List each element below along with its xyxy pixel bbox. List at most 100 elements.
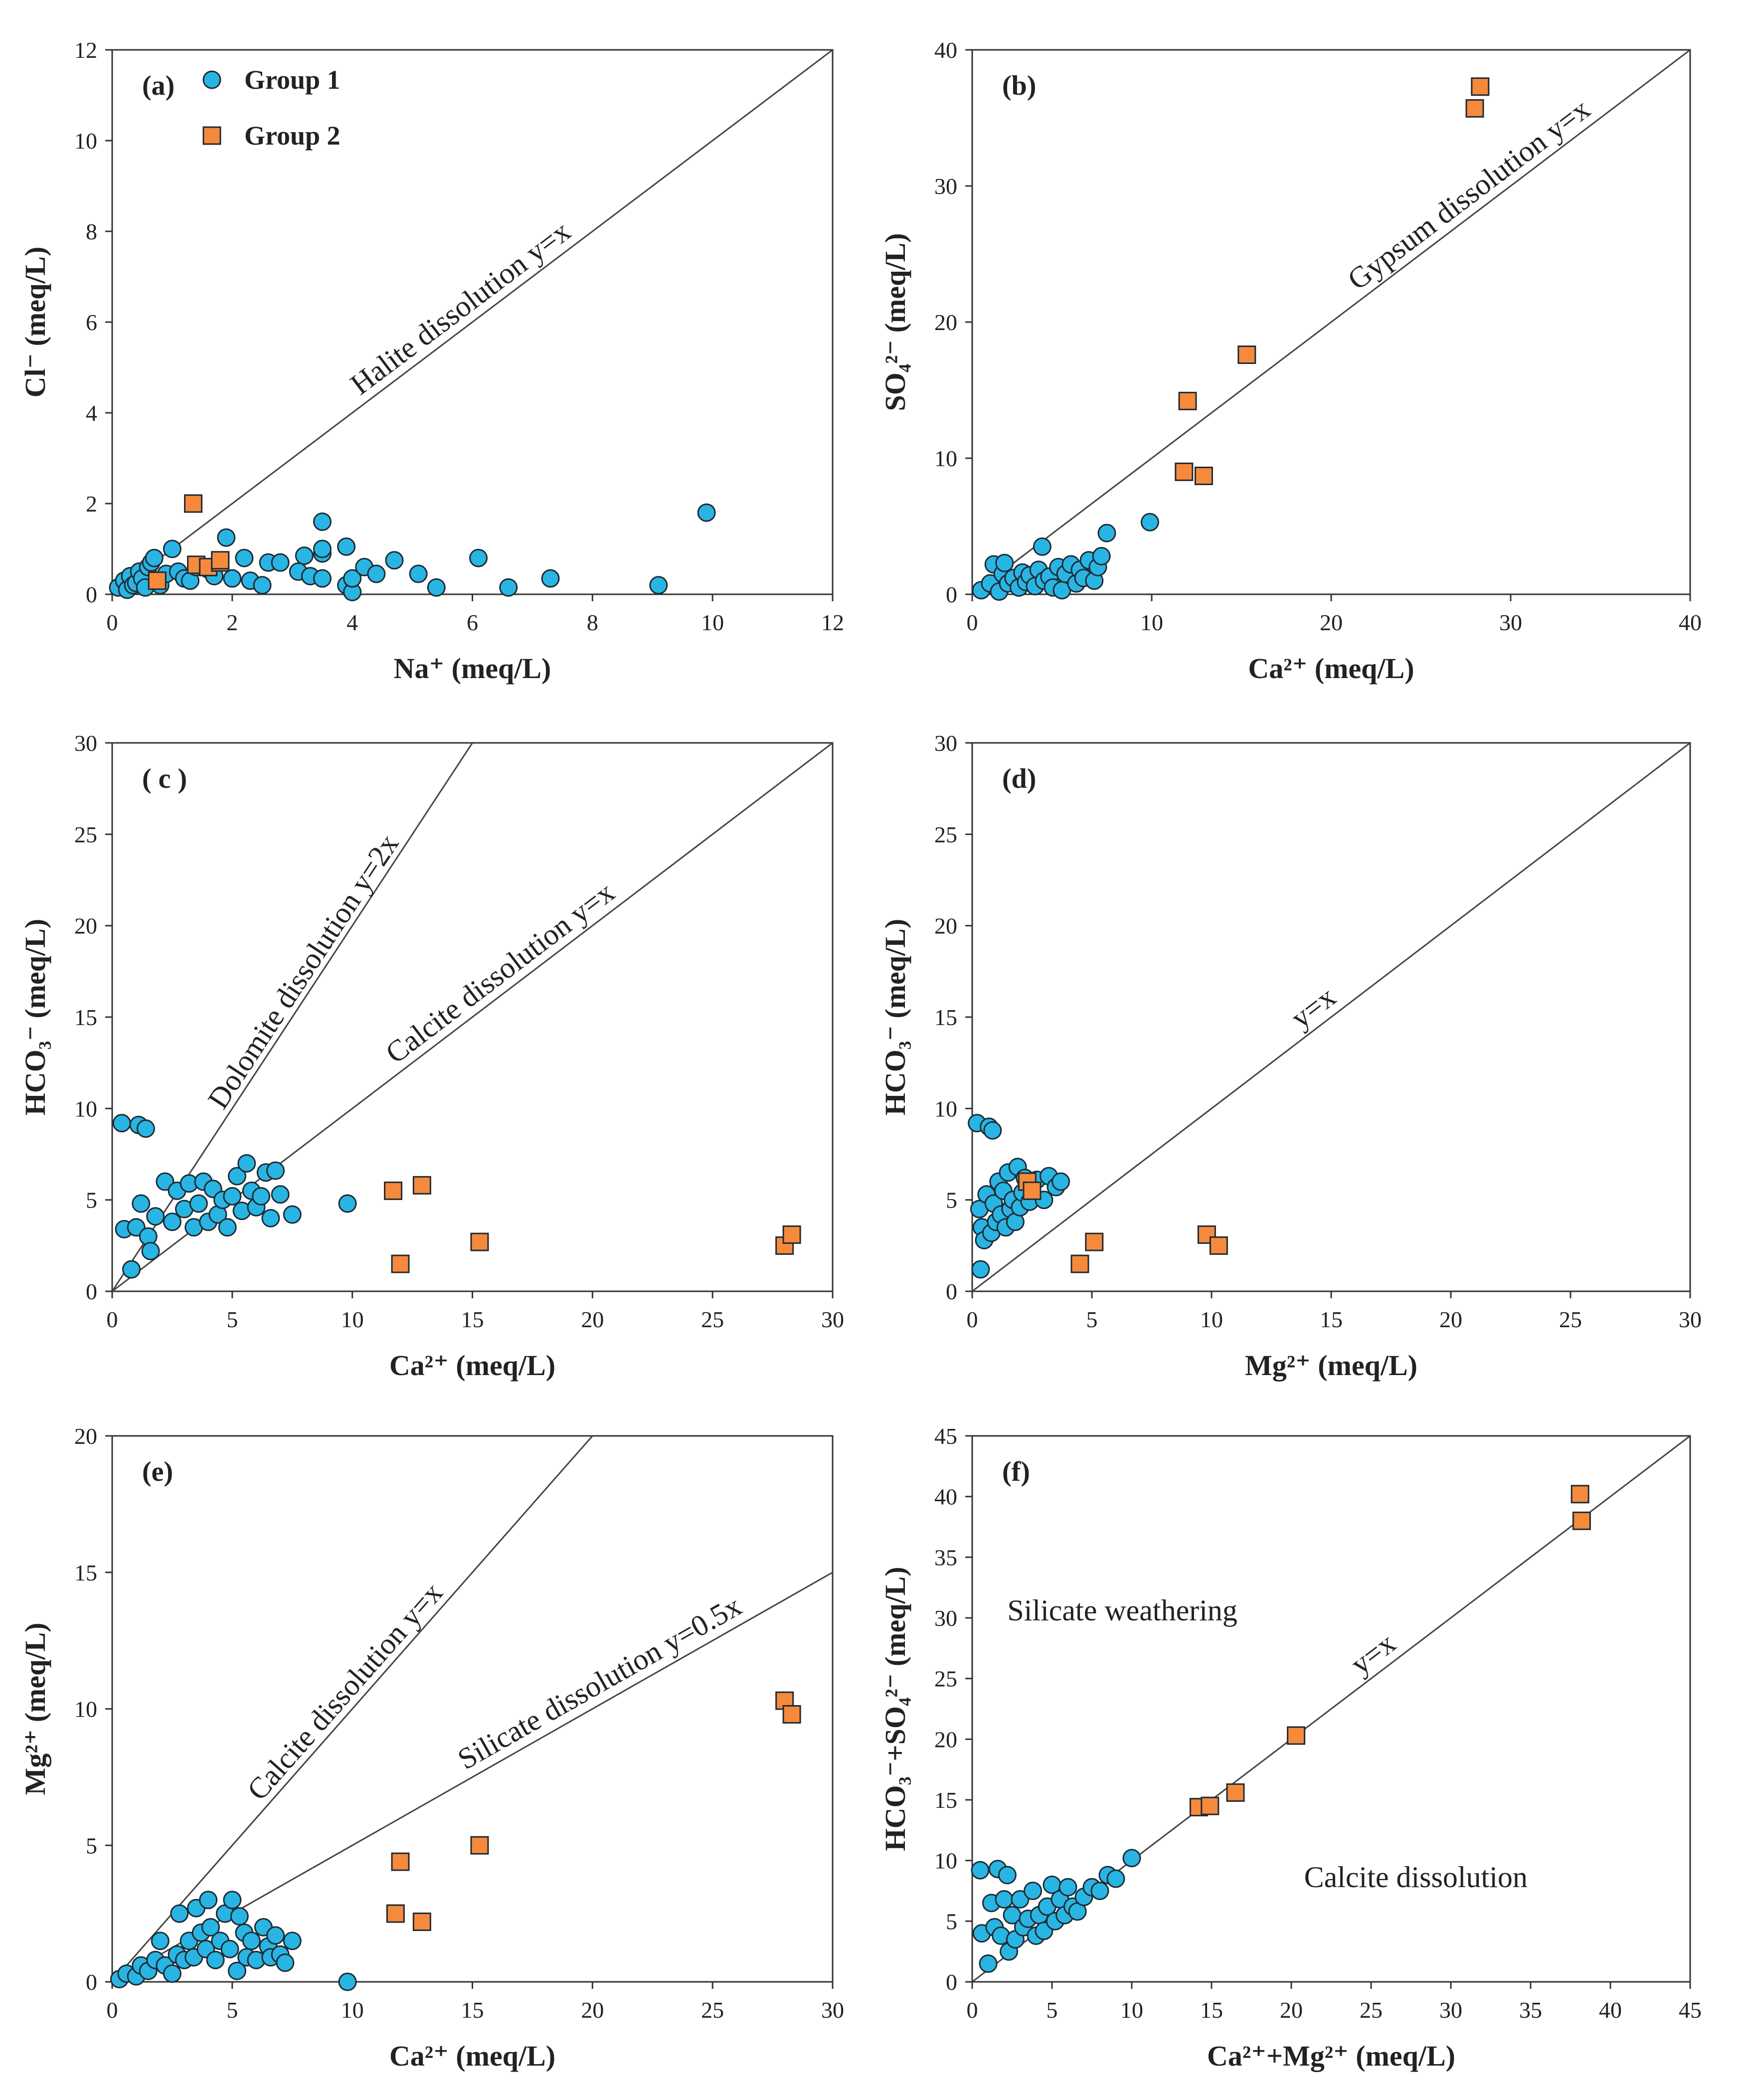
panel-label: ( c ) (142, 763, 187, 794)
x-axis-label: Mg²⁺ (meq/L) (1245, 1349, 1417, 1382)
region-label-calcite: Calcite dissolution (1304, 1861, 1528, 1894)
reference-line (972, 743, 1690, 1291)
series-group-2 (1189, 1485, 1591, 1817)
y-tick-label: 10 (934, 1096, 957, 1121)
group2-point (391, 1254, 410, 1273)
group2-point (1572, 1511, 1591, 1530)
y-tick-label: 40 (934, 37, 957, 63)
reference-line (972, 50, 1690, 594)
group1-point (266, 1926, 285, 1945)
group2-point (211, 551, 230, 570)
y-tick-label: 20 (74, 1423, 97, 1449)
group1-point (271, 1185, 290, 1204)
y-tick-label: 20 (74, 913, 97, 939)
group1-point (983, 1121, 1002, 1140)
legend: Group 1 Group 2 (202, 65, 341, 151)
group1-point (112, 1114, 131, 1133)
group2-point (1085, 1232, 1104, 1251)
y-tick-label: 30 (934, 1605, 957, 1631)
group1-point (132, 1194, 151, 1213)
series-group-1 (110, 1891, 357, 1991)
x-tick-label: 0 (967, 610, 978, 635)
x-tick-label: 0 (107, 1307, 118, 1332)
group1-point (385, 551, 404, 570)
y-tick-label: 20 (934, 310, 957, 335)
group1-point (971, 1861, 990, 1880)
group1-point (163, 539, 181, 558)
group1-point (271, 553, 290, 572)
x-axis-label: Ca²⁺ (meq/L) (389, 2040, 555, 2072)
group1-point (1024, 1882, 1043, 1900)
group1-point (242, 1931, 261, 1950)
y-tick-label: 15 (74, 1560, 97, 1585)
y-tick-label: 30 (934, 730, 957, 756)
group1-point (145, 548, 164, 567)
x-tick-label: 10 (1140, 610, 1163, 635)
group2-point (1465, 99, 1484, 118)
y-tick-label: 0 (946, 1969, 957, 1995)
group1-point (1122, 1849, 1141, 1868)
y-tick-label: 45 (934, 1423, 957, 1449)
series-group-2 (1175, 77, 1490, 485)
group1-point (151, 1931, 170, 1950)
group1-point (230, 1907, 249, 1926)
x-tick-label: 20 (581, 1997, 604, 2023)
reference-line (112, 50, 833, 594)
group1-point (237, 1154, 256, 1173)
group1-point (295, 546, 314, 565)
group2-point (1175, 462, 1194, 481)
y-tick-label: 30 (934, 174, 957, 199)
group2-point (1194, 466, 1213, 485)
x-tick-label: 20 (1320, 610, 1343, 635)
x-tick-label: 35 (1519, 1997, 1542, 2023)
y-tick-label: 4 (86, 400, 97, 426)
legend-group1-label: Group 1 (244, 65, 341, 95)
x-axis-label: Ca²⁺+Mg²⁺ (meq/L) (1207, 2040, 1455, 2072)
group2-point (782, 1705, 801, 1724)
y-tick-label: 10 (74, 1697, 97, 1722)
y-tick-label: 0 (86, 582, 97, 607)
x-tick-label: 20 (1439, 1307, 1462, 1332)
x-tick-label: 0 (967, 1997, 978, 2023)
x-tick-label: 30 (1439, 1997, 1462, 2023)
x-tick-label: 15 (461, 1997, 484, 2023)
group1-point (1090, 1882, 1109, 1900)
group1-point (223, 1891, 242, 1910)
y-tick-label: 25 (934, 1666, 957, 1692)
x-tick-label: 5 (226, 1307, 238, 1332)
legend-group2-label: Group 2 (244, 121, 341, 151)
group1-point (218, 1218, 237, 1237)
group1-point (995, 1890, 1014, 1909)
y-tick-label: 30 (74, 730, 97, 756)
panel-label: (a) (142, 70, 175, 101)
y-tick-label: 10 (74, 1096, 97, 1121)
y-tick-label: 0 (86, 1969, 97, 1995)
y-tick-label: 12 (74, 37, 97, 63)
panel-label: (f) (1002, 1456, 1030, 1487)
group1-point (220, 1939, 239, 1958)
x-axis-label: Ca²⁺ (meq/L) (389, 1349, 555, 1382)
group1-point (995, 553, 1014, 572)
group1-point (649, 576, 668, 595)
legend-group2-marker (202, 126, 221, 145)
y-axis-label: Cl⁻ (meq/L) (19, 247, 51, 398)
y-tick-label: 5 (946, 1909, 957, 1934)
group1-point (1092, 547, 1111, 566)
y-tick-label: 5 (946, 1188, 957, 1213)
group1-point (227, 1961, 246, 1980)
group1-point (427, 578, 446, 597)
y-tick-label: 40 (934, 1484, 957, 1510)
group2-point (1178, 391, 1197, 410)
group1-point (1097, 524, 1116, 542)
group1-point (1058, 1878, 1077, 1897)
x-tick-label: 10 (1200, 1307, 1223, 1332)
y-tick-label: 10 (934, 446, 957, 471)
group1-point (163, 1964, 181, 1983)
group1-point (223, 569, 242, 588)
x-tick-label: 10 (341, 1997, 364, 2023)
y-axis-label: Mg²⁺ (meq/L) (19, 1623, 51, 1795)
group1-point (469, 548, 488, 567)
group1-point (338, 1194, 357, 1213)
group1-point (998, 1866, 1017, 1885)
panel-label: (b) (1002, 70, 1036, 101)
